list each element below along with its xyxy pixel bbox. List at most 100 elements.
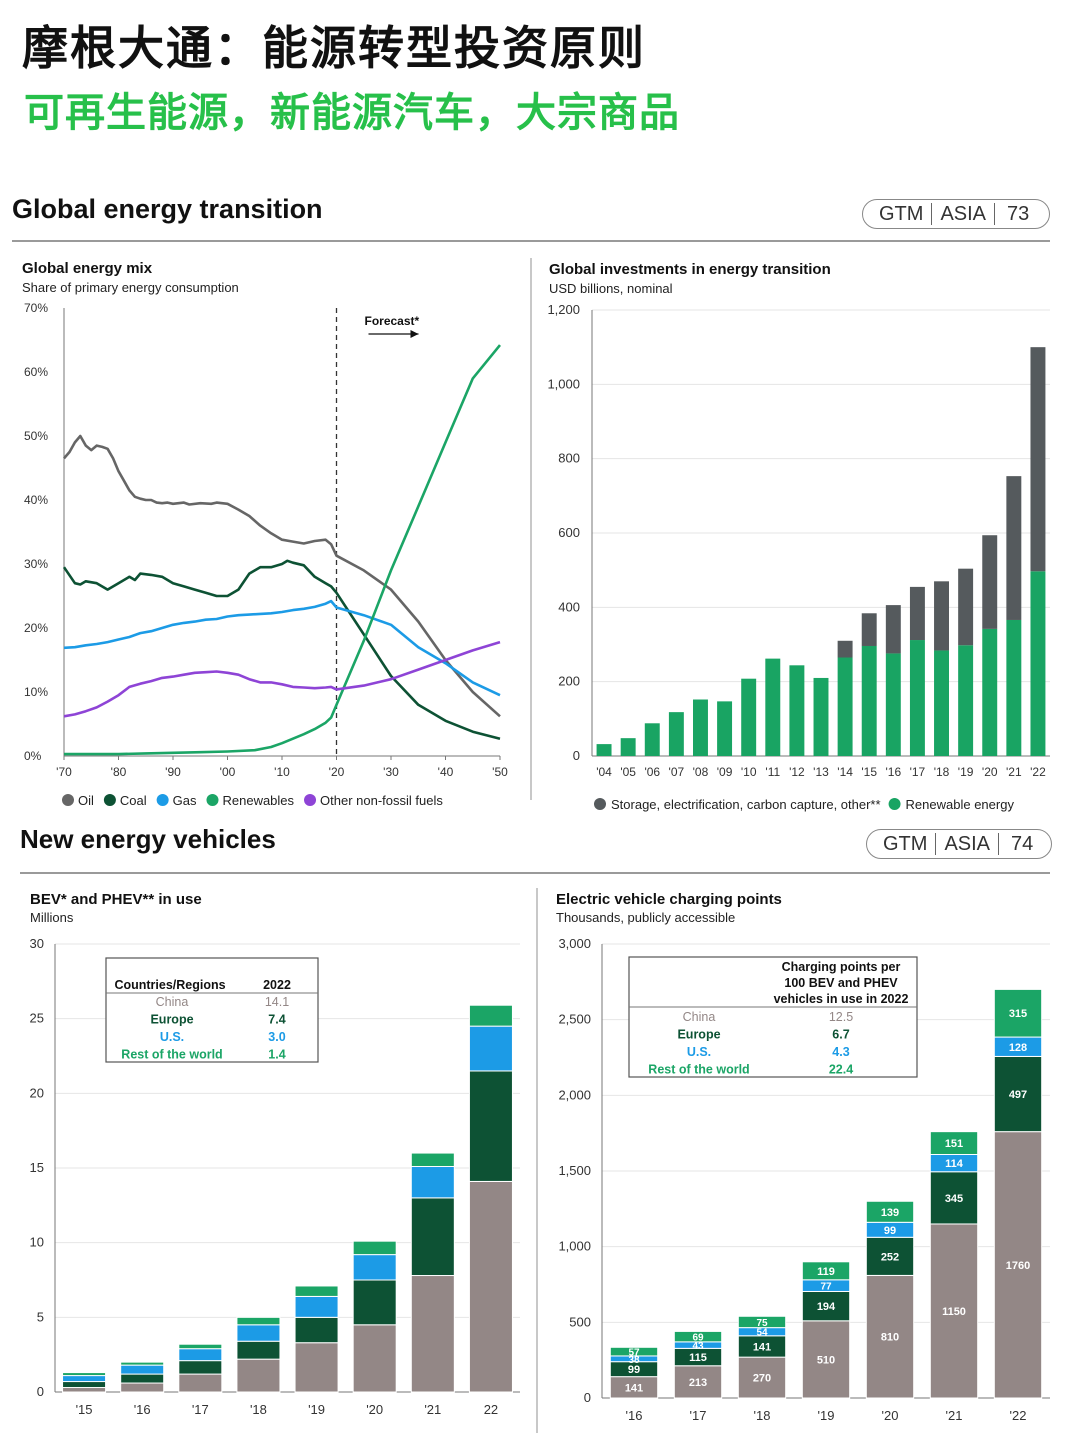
x-tick-label: '15 [861,765,877,779]
x-tick-label: '15 [76,1402,93,1417]
bar-segment-europe [993,1055,1043,1133]
series-line-renewables [64,344,502,756]
x-tick-label: '30 [383,765,399,779]
y-tick-label: 70% [24,301,48,315]
y-tick-label: 500 [569,1314,591,1329]
y-tick-label: 1,200 [547,302,580,317]
x-tick-label: '00 [220,765,236,779]
legend-table-value: 6.7 [832,1028,849,1042]
legend-table-header: 2022 [263,978,291,992]
legend-table-value: 3.0 [268,1030,285,1044]
bar-segment-us [62,1375,107,1383]
data-label: 315 [1009,1008,1027,1020]
bar-renew_invest [934,650,949,756]
x-tick-label: '05 [620,765,636,779]
bar-segment-rest [609,1346,659,1357]
x-tick-label: '16 [134,1402,151,1417]
x-tick-label: '40 [438,765,454,779]
forecast-arrow-head [410,330,419,338]
bar-renew_invest [885,653,901,756]
y-tick-label: 400 [558,599,580,614]
legend-table-value: 1.4 [268,1048,285,1062]
legend-table-value: 4.3 [832,1045,849,1059]
bar-segment-rest [737,1315,787,1329]
bar-segment-rest [929,1131,979,1156]
y-tick-label: 10 [30,1235,44,1250]
data-label: 54 [756,1328,768,1339]
page-badge-74: GTM ASIA 74 [866,829,1052,859]
bar-segment-us [178,1348,223,1362]
x-tick-label: '10 [274,765,290,779]
y-tick-label: 1,500 [558,1163,591,1178]
chart-title-charging-points: Electric vehicle charging points [556,891,782,908]
x-tick-label: '08 [693,765,709,779]
data-label: 99 [884,1225,896,1237]
data-label: 252 [881,1251,899,1263]
bar-segment-europe [801,1290,851,1322]
bar-renew_invest [1030,571,1046,756]
bar-renew_invest [741,678,757,756]
x-tick-label: '16 [626,1408,643,1423]
x-tick-label: '16 [885,765,901,779]
y-tick-label: 0 [37,1384,44,1399]
bar-renew_invest [861,645,877,756]
bar-segment-rest [352,1240,397,1256]
y-tick-label: 10% [24,685,48,699]
legend-marker [888,798,901,810]
x-tick-label: '18 [250,1402,267,1417]
x-tick-label: '09 [717,765,733,779]
bar-renew_invest [765,658,781,756]
x-tick-label: '70 [56,765,72,779]
data-label: 69 [692,1333,704,1344]
y-tick-label: 800 [558,451,580,466]
legend-table-box [105,957,319,1063]
series-line-gas [63,599,501,697]
bar-renew_invest [717,701,733,756]
x-tick-label: '17 [192,1402,209,1417]
y-tick-label: 20% [24,621,48,635]
legend-label: Coal [120,793,147,808]
legend-table-label: China [156,995,189,1009]
legend-marker [62,794,74,806]
y-tick-label: 600 [558,525,580,540]
bar-storage [861,613,877,646]
chart-title-ev-in-use: BEV* and PHEV** in use [30,891,202,908]
bar-segment-us [294,1295,339,1318]
bar-storage [934,581,949,651]
x-tick-label: '17 [910,765,926,779]
data-label: 115 [689,1352,707,1364]
legend-marker [156,794,169,806]
x-tick-label: '11 [765,765,780,779]
bar-segment-china [865,1274,915,1399]
x-tick-label: '20 [982,765,998,779]
y-tick-label: 2,500 [558,1012,591,1027]
legend-table-box [628,956,918,1078]
bar-segment-china [673,1365,723,1399]
x-tick-label: '04 [596,765,612,779]
bar-segment-us [410,1166,455,1199]
bar-segment-china [468,1180,513,1393]
badge-page-number: 73 [994,203,1037,225]
x-tick-label: '13 [813,765,829,779]
bar-segment-rest [801,1261,851,1281]
bar-segment-us [352,1254,397,1281]
y-tick-label: 5 [37,1309,44,1324]
y-tick-label: 0 [573,748,580,763]
bar-segment-rest [865,1200,915,1223]
legend-label: Oil [78,793,94,808]
legend-label: Storage, electrification, carbon capture… [611,797,881,812]
bar-segment-europe [865,1236,915,1276]
y-tick-label: 0% [24,749,42,763]
bar-segment-rest [62,1372,107,1377]
bar-segment-china [120,1382,165,1393]
x-tick-label: '22 [1010,1408,1027,1423]
x-tick-label: '06 [644,765,660,779]
bar-segment-rest [673,1330,723,1343]
bar-segment-china [352,1324,397,1393]
legend-marker [206,794,219,806]
x-tick-label: '21 [424,1402,441,1417]
bar-segment-europe [410,1197,455,1277]
bar-segment-china [178,1373,223,1393]
banner-subtitle: 可再生能源，新能源汽车，大宗商品 [24,90,680,136]
y-tick-label: 3,000 [558,936,591,951]
